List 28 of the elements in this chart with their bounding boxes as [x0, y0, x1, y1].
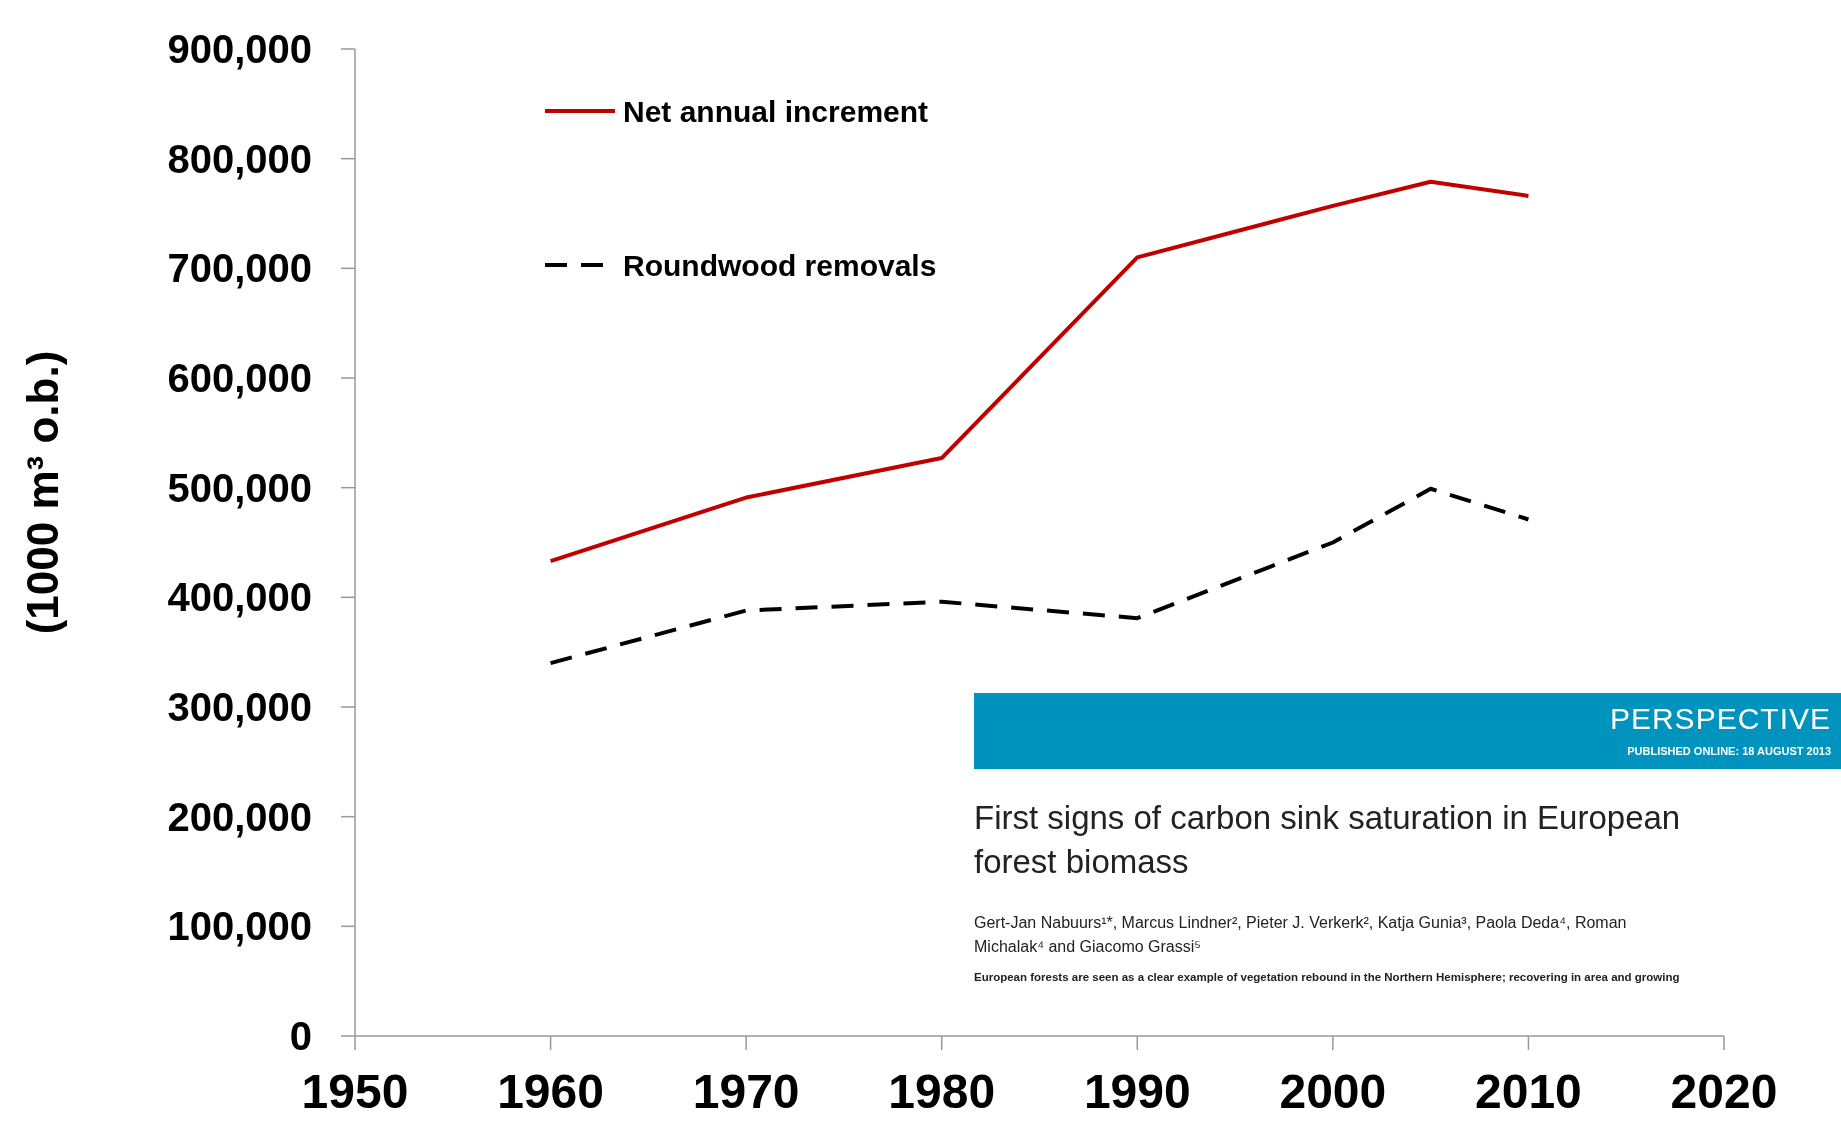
y-tick-label: 400,000	[167, 575, 312, 620]
y-tick-label: 600,000	[167, 356, 312, 400]
annotation: European forests are seen as a clear example of vegetation rebound in the Northern Hemisphere; recovering in area and growing	[974, 971, 1680, 983]
annotation: PUBLISHED ONLINE: 18 AUGUST 2013	[1627, 745, 1831, 757]
line-series	[548, 486, 1531, 666]
x-tick-label: 1970	[692, 1065, 800, 1118]
y-tick-label: 0	[289, 1014, 312, 1058]
y-tick-label: 800,000	[167, 136, 312, 181]
line-series	[548, 179, 1531, 564]
y-tick-label: 500,000	[167, 465, 312, 510]
y-tick-label: 100,000	[167, 904, 312, 949]
y-axis-title: (1000 m³ o.b.)	[18, 350, 67, 635]
y-tick-label: 300,000	[167, 685, 312, 729]
annotation: First signs of carbon sink saturation in European forest biomass	[974, 799, 1681, 880]
y-tick-label: 700,000	[167, 246, 312, 291]
annotation: Gert-Jan Nabuurs¹*, Marcus Lindner², Pieter J. Verkerk², Katja Gunia³, Paola Deda⁴, Roman Michalak⁴ and Giacomo Grassi⁵	[974, 914, 1627, 955]
x-tick-label: 2010	[1475, 1065, 1582, 1118]
x-tick-label: 2000	[1279, 1065, 1387, 1118]
legend-label: Roundwood removals	[623, 248, 937, 282]
y-tick-label: 200,000	[167, 794, 312, 839]
x-tick-label: 1960	[497, 1065, 604, 1118]
x-tick-label: 1950	[301, 1065, 409, 1118]
x-tick-label: 1980	[888, 1065, 996, 1118]
annotation: PERSPECTIVE	[1609, 702, 1831, 735]
x-tick-label: 1990	[1083, 1065, 1191, 1118]
x-tick-label: 2020	[1670, 1065, 1778, 1118]
legend-label: Net annual increment	[623, 94, 929, 128]
y-tick-label: 900,000	[167, 27, 312, 71]
